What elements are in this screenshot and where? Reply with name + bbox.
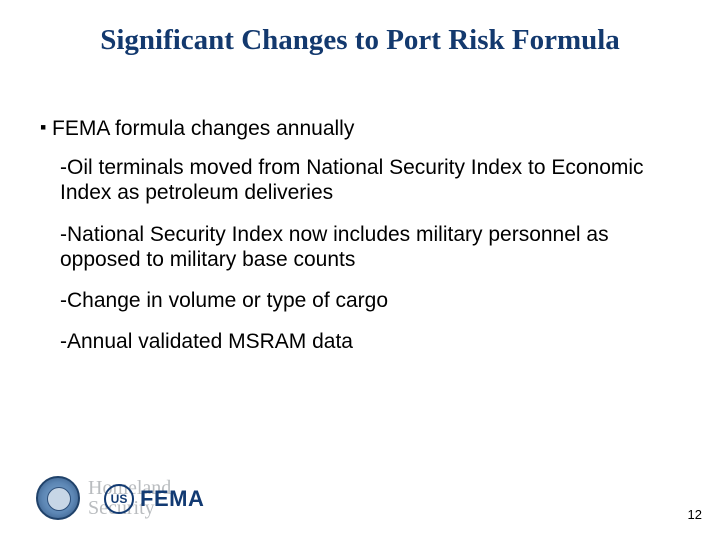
slide-title: Significant Changes to Port Risk Formula [0, 24, 720, 57]
sub-item: -National Security Index now includes mi… [60, 222, 670, 272]
sub-item: -Oil terminals moved from National Secur… [60, 155, 670, 205]
slide-content: ▪ FEMA formula changes annually -Oil ter… [40, 116, 670, 370]
fema-seal-icon: US [104, 484, 134, 514]
fema-logo: US FEMA [104, 484, 204, 514]
bullet-item: ▪ FEMA formula changes annually [40, 116, 670, 141]
fema-circle-text: US [111, 492, 128, 506]
dhs-seal-icon [36, 476, 80, 520]
bullet-square-icon: ▪ [40, 116, 52, 139]
sub-item: -Annual validated MSRAM data [60, 329, 670, 354]
page-number: 12 [688, 507, 702, 522]
bullet-text: FEMA formula changes annually [52, 116, 670, 141]
sub-item: -Change in volume or type of cargo [60, 288, 670, 313]
slide: Significant Changes to Port Risk Formula… [0, 0, 720, 540]
fema-wordmark: FEMA [140, 486, 204, 512]
